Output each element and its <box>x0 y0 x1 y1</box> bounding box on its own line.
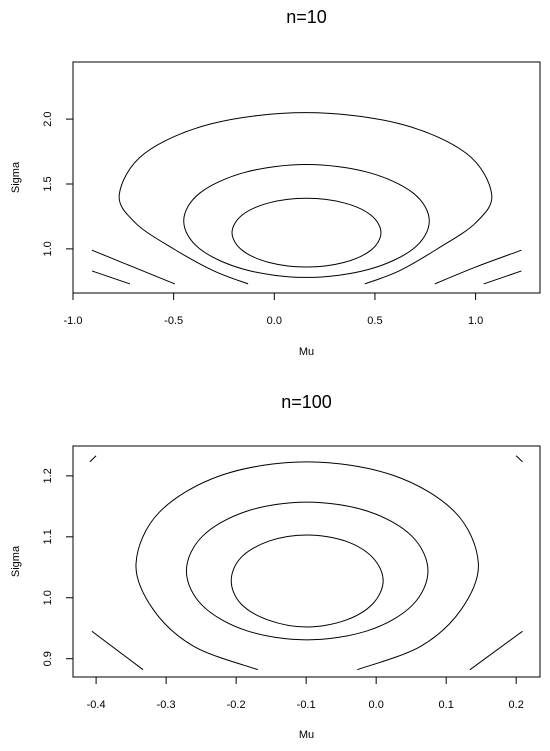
contour-line <box>89 455 97 463</box>
contour-line <box>91 630 144 671</box>
contour-line <box>515 455 523 463</box>
x-tick-label: -0.4 <box>87 699 106 711</box>
contour-line <box>185 501 429 641</box>
x-tick-label: 0.1 <box>439 699 454 711</box>
y-tick-label: 1.0 <box>42 590 54 605</box>
contour-line <box>135 461 479 671</box>
chart-title: n=10 <box>286 7 327 27</box>
y-tick-label: 0.9 <box>42 651 54 666</box>
x-tick-label: -0.3 <box>157 699 176 711</box>
y-tick-label: 2.0 <box>42 111 54 126</box>
x-tick-label: -0.2 <box>227 699 246 711</box>
x-tick-label: 0.0 <box>369 699 384 711</box>
contour-line <box>183 164 430 278</box>
x-tick-label: 0.2 <box>509 699 524 711</box>
y-axis-label: Sigma <box>10 545 22 577</box>
chart-title: n=100 <box>281 392 332 412</box>
x-tick-label: 0.5 <box>367 315 382 327</box>
plot-frame <box>72 61 541 294</box>
x-tick-label: 1.0 <box>468 315 483 327</box>
x-tick-label: 0.0 <box>267 315 282 327</box>
y-tick-label: 1.2 <box>42 468 54 483</box>
contour-line <box>91 270 131 285</box>
contour-line <box>231 197 382 268</box>
contour-line <box>230 534 384 628</box>
contour-line <box>118 112 493 285</box>
x-tick-label: -0.5 <box>164 315 183 327</box>
contour-line <box>483 270 522 285</box>
x-axis-label: Mu <box>299 729 314 741</box>
contour-line <box>91 249 176 285</box>
contour-line <box>469 630 523 671</box>
y-tick-label: 1.1 <box>42 529 54 544</box>
plot-frame <box>72 445 541 678</box>
contour-line <box>434 249 522 285</box>
y-tick-label: 1.5 <box>42 176 54 191</box>
x-axis-label: Mu <box>299 346 314 358</box>
y-axis-label: Sigma <box>10 161 22 193</box>
x-tick-label: -0.1 <box>297 699 316 711</box>
y-tick-label: 1.0 <box>42 241 54 256</box>
x-tick-label: -1.0 <box>64 315 83 327</box>
